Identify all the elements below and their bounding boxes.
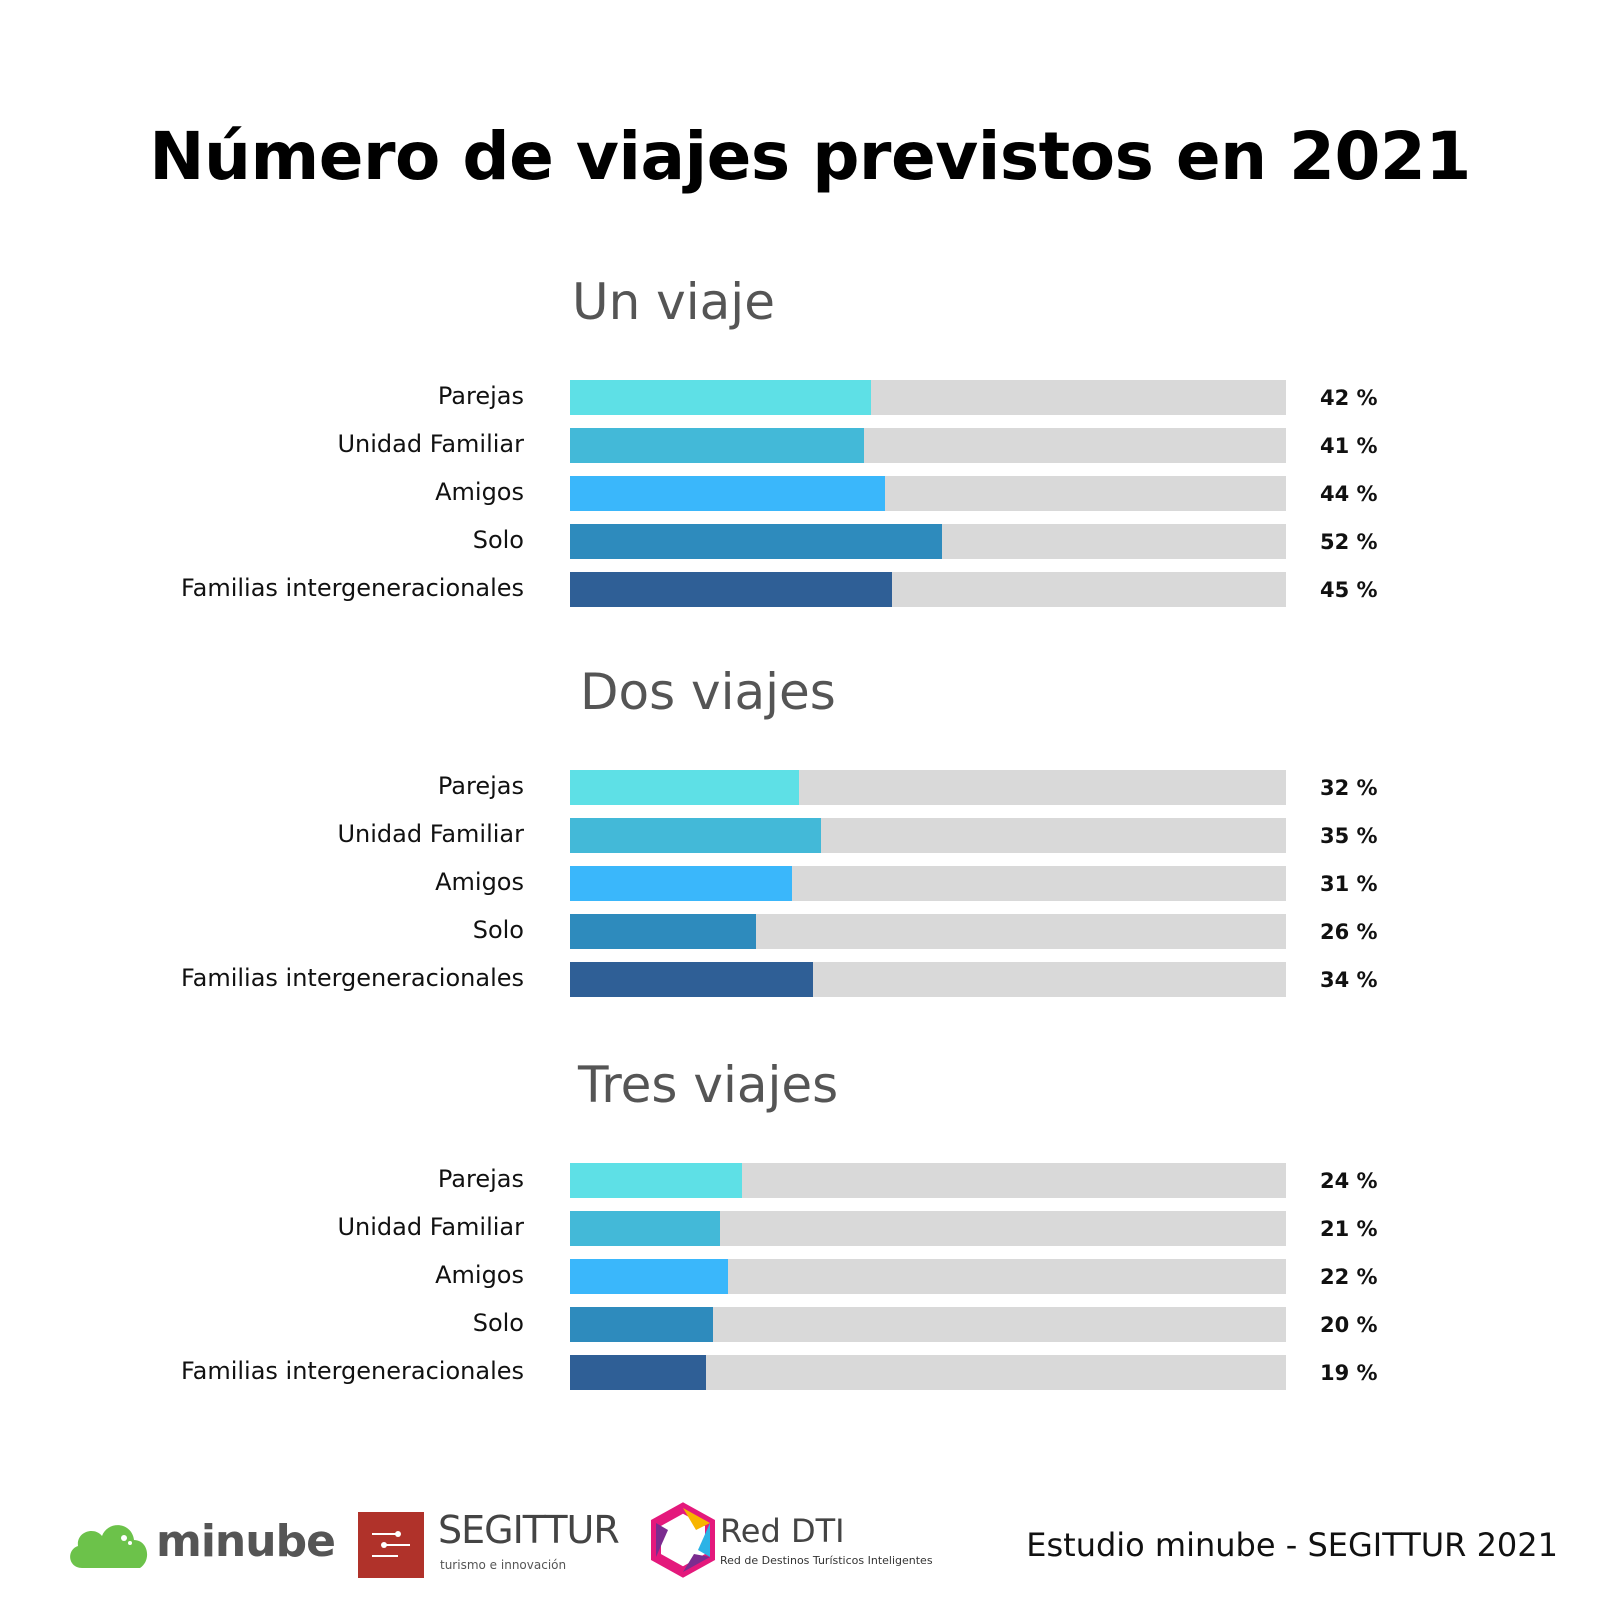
value-label: 22 % — [1320, 1265, 1378, 1289]
bar — [570, 1163, 742, 1198]
bar-row: Familias intergeneracionales 19 % — [0, 1355, 1620, 1391]
value-label: 42 % — [1320, 386, 1378, 410]
category-label: Unidad Familiar — [337, 430, 524, 458]
bar-track — [570, 818, 1286, 853]
value-label: 52 % — [1320, 530, 1378, 554]
bar-row: Solo 52 % — [0, 524, 1620, 560]
bar — [570, 962, 813, 997]
value-label: 32 % — [1320, 776, 1378, 800]
bar — [570, 866, 792, 901]
value-label: 34 % — [1320, 968, 1378, 992]
bar — [570, 476, 885, 511]
bar-track — [570, 524, 1286, 559]
bar-row: Unidad Familiar 21 % — [0, 1211, 1620, 1247]
segittur-mark-icon — [358, 1512, 424, 1578]
value-label: 45 % — [1320, 578, 1378, 602]
source-note: Estudio minube - SEGITTUR 2021 — [1026, 1526, 1558, 1564]
bar-row: Amigos 44 % — [0, 476, 1620, 512]
page-title: Número de viajes previstos en 2021 — [149, 118, 1471, 195]
bar — [570, 380, 871, 415]
segittur-logo: SEGITTUR turismo e innovación — [358, 1508, 628, 1578]
minube-cloud-icon — [70, 1525, 148, 1568]
value-label: 44 % — [1320, 482, 1378, 506]
value-label: 41 % — [1320, 434, 1378, 458]
bar — [570, 524, 942, 559]
bar-track — [570, 572, 1286, 607]
category-label: Amigos — [435, 478, 524, 506]
value-label: 19 % — [1320, 1361, 1378, 1385]
segittur-tagline: turismo e innovación — [440, 1558, 567, 1572]
category-label: Parejas — [437, 382, 524, 410]
bar-track — [570, 770, 1286, 805]
value-label: 20 % — [1320, 1313, 1378, 1337]
bar-track — [570, 914, 1286, 949]
bar — [570, 1307, 713, 1342]
value-label: 26 % — [1320, 920, 1378, 944]
category-label: Familias intergeneracionales — [181, 964, 524, 992]
bar-track — [570, 476, 1286, 511]
red-dti-logo: Red DTI Red de Destinos Turísticos Intel… — [648, 1502, 948, 1582]
minube-logo-text: minube — [156, 1516, 336, 1567]
segittur-logo-text: SEGITTUR — [438, 1508, 620, 1552]
bar-track — [570, 428, 1286, 463]
bar-row: Familias intergeneracionales 45 % — [0, 572, 1620, 608]
category-label: Familias intergeneracionales — [181, 1357, 524, 1385]
red-dti-logo-text: Red DTI — [720, 1512, 845, 1550]
bar-track — [570, 1259, 1286, 1294]
minube-logo: minube — [66, 1510, 336, 1580]
panel-title: Tres viajes — [578, 1056, 839, 1114]
bar-row: Solo 26 % — [0, 914, 1620, 950]
footer: minube SEGITTUR turismo e innovación Red… — [0, 1500, 1620, 1590]
category-label: Unidad Familiar — [337, 820, 524, 848]
bar-track — [570, 1211, 1286, 1246]
value-label: 31 % — [1320, 872, 1378, 896]
bar — [570, 428, 864, 463]
category-label: Amigos — [435, 868, 524, 896]
bar-row: Amigos 22 % — [0, 1259, 1620, 1295]
bar-row: Parejas 24 % — [0, 1163, 1620, 1199]
bar — [570, 914, 756, 949]
bar — [570, 1355, 706, 1390]
bar — [570, 572, 892, 607]
bar — [570, 1211, 720, 1246]
bar-row: Familias intergeneracionales 34 % — [0, 962, 1620, 998]
bar-row: Solo 20 % — [0, 1307, 1620, 1343]
value-label: 21 % — [1320, 1217, 1378, 1241]
bar-row: Parejas 32 % — [0, 770, 1620, 806]
category-label: Parejas — [437, 1165, 524, 1193]
bar — [570, 818, 821, 853]
panel-title: Un viaje — [572, 273, 775, 331]
bar-track — [570, 1307, 1286, 1342]
category-label: Parejas — [437, 772, 524, 800]
bar-track — [570, 866, 1286, 901]
value-label: 24 % — [1320, 1169, 1378, 1193]
bar-row: Amigos 31 % — [0, 866, 1620, 902]
category-label: Familias intergeneracionales — [181, 574, 524, 602]
bar-row: Unidad Familiar 35 % — [0, 818, 1620, 854]
bar-track — [570, 1355, 1286, 1390]
bar-row: Unidad Familiar 41 % — [0, 428, 1620, 464]
category-label: Solo — [472, 526, 524, 554]
bar — [570, 770, 799, 805]
category-label: Solo — [472, 916, 524, 944]
bar-track — [570, 380, 1286, 415]
red-dti-hexagon-icon — [651, 1502, 715, 1578]
category-label: Amigos — [435, 1261, 524, 1289]
red-dti-tagline: Red de Destinos Turísticos Inteligentes — [720, 1554, 933, 1567]
value-label: 35 % — [1320, 824, 1378, 848]
category-label: Unidad Familiar — [337, 1213, 524, 1241]
bar-track — [570, 1163, 1286, 1198]
bar-track — [570, 962, 1286, 997]
panel-title: Dos viajes — [580, 663, 836, 721]
bar-row: Parejas 42 % — [0, 380, 1620, 416]
bar — [570, 1259, 728, 1294]
category-label: Solo — [472, 1309, 524, 1337]
